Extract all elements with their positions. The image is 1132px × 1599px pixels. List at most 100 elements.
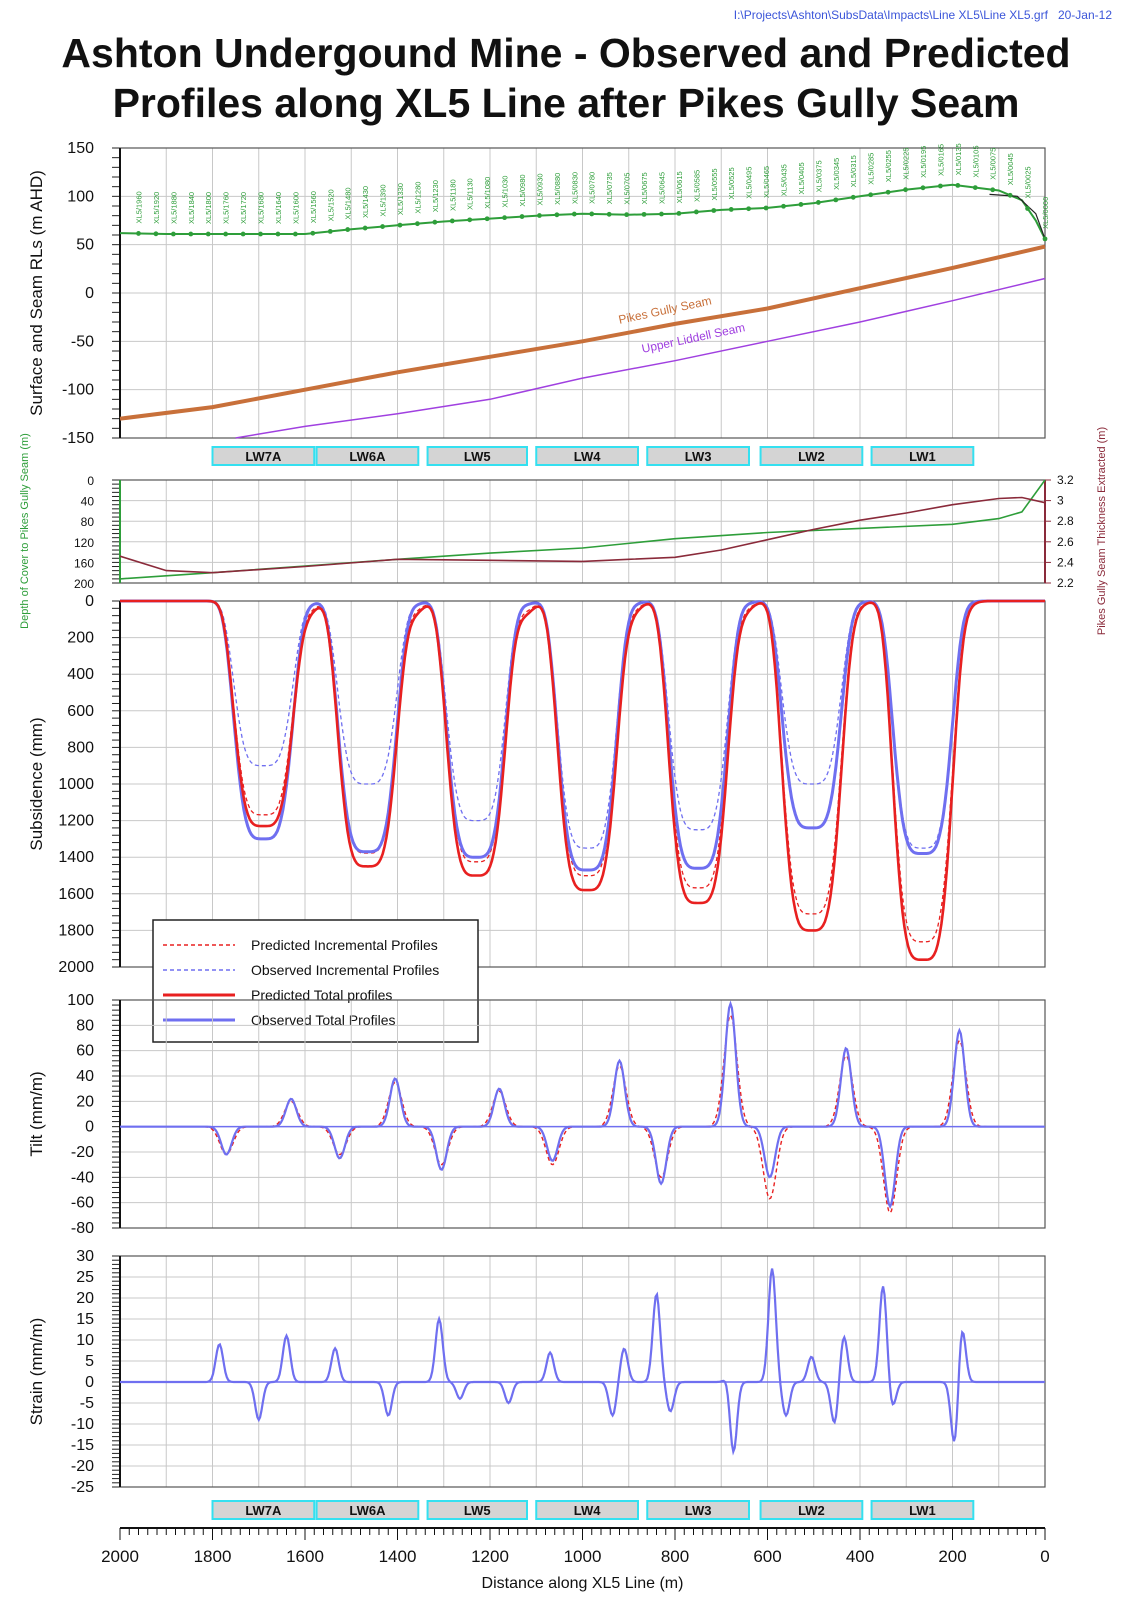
longwall-bottom-label: LW7A [245, 1503, 282, 1518]
longwall-top-label: LW1 [909, 449, 936, 464]
strain-observed [120, 1268, 1045, 1456]
longwall-top-lw7a [211, 446, 316, 466]
survey-point [345, 227, 351, 232]
survey-point-label: XL5/0285 [867, 153, 876, 185]
tilt-ytick: -80 [71, 1220, 94, 1237]
survey-point [711, 208, 717, 213]
survey-point-label: XL5/0225 [902, 148, 911, 180]
legend-entry: Observed Incremental Profiles [251, 962, 439, 978]
survey-point-label: XL5/1840 [187, 192, 196, 224]
x-tick-label: 1800 [194, 1547, 232, 1566]
survey-point [903, 187, 908, 193]
survey-point-label: XL5/1800 [204, 192, 213, 224]
survey-point [170, 231, 176, 237]
subs-ytick: 1800 [58, 922, 94, 939]
strain-ytick: -10 [71, 1416, 94, 1433]
subs-ylabel: Subsidence (mm) [27, 717, 46, 850]
survey-point [781, 203, 786, 209]
survey-point [292, 231, 298, 237]
survey-point [519, 214, 525, 219]
title-line-2: Profiles along XL5 Line after Pikes Gull… [112, 80, 1020, 126]
chart-title: Ashton Undergound Mine - Observed and Pr… [0, 28, 1132, 128]
subs-ytick: 0 [85, 593, 94, 610]
rl-ytick: 100 [67, 188, 94, 205]
subs-ytick: 1200 [58, 813, 94, 830]
rl-ytick: -50 [71, 333, 94, 350]
survey-point-label: XL5/0135 [954, 143, 963, 175]
file-path: I:\Projects\Ashton\SubsData\Impacts\Line… [733, 8, 1112, 22]
rl-ytick: 0 [85, 285, 94, 302]
series-liddell_seam [235, 277, 1046, 439]
x-tick-label: 2000 [101, 1547, 139, 1566]
x-axis-title: Distance along XL5 Line (m) [482, 1575, 684, 1592]
survey-point-label: XL5/0880 [553, 173, 562, 205]
depth-ytick-right: 2.8 [1057, 514, 1074, 528]
survey-point-label: XL5/0195 [919, 146, 928, 178]
depth-ytick: 160 [74, 556, 94, 570]
survey-point [624, 212, 630, 218]
survey-point [676, 211, 682, 216]
survey-point-label: XL5/0465 [762, 166, 771, 198]
longwall-top-lw1 [870, 446, 975, 466]
title-line-1: Ashton Undergound Mine - Observed and Pr… [61, 30, 1071, 76]
survey-point-label: XL5/0645 [657, 172, 666, 204]
survey-point [763, 205, 769, 211]
longwall-bottom-lw1 [870, 1500, 975, 1520]
survey-point [955, 183, 961, 188]
longwall-top-lw2 [759, 446, 864, 466]
strain-ytick: 30 [76, 1248, 94, 1265]
longwall-bottom-label: LW3 [685, 1503, 712, 1518]
survey-point-label: XL5/0980 [518, 174, 527, 206]
rl-ytick: -150 [62, 430, 94, 447]
x-tick-label: 200 [938, 1547, 966, 1566]
longwall-top-lw4 [535, 446, 639, 466]
legend-entry: Predicted Total profiles [251, 987, 392, 1003]
subs-ytick: 800 [67, 739, 94, 756]
tilt-ytick: -40 [71, 1169, 94, 1186]
survey-point-label: XL5/0615 [675, 171, 684, 203]
legend-entry: Predicted Incremental Profiles [251, 937, 438, 953]
survey-point [833, 197, 839, 203]
survey-point-label: XL5/0375 [814, 160, 823, 192]
longwall-bottom-label: LW2 [798, 1503, 825, 1518]
depth-ylabel: Depth of Cover to Pikes Gully Seam (m) [19, 433, 31, 629]
survey-point [223, 231, 229, 237]
x-tick-label: 1400 [379, 1547, 417, 1566]
survey-point [920, 185, 926, 191]
legend: Predicted Incremental Profiles Observed I… [152, 919, 479, 1043]
survey-point [1042, 236, 1048, 242]
tilt-ytick: 40 [76, 1068, 94, 1085]
longwall-bottom-label: LW1 [909, 1503, 936, 1518]
depth-ytick-right: 3 [1057, 494, 1064, 508]
longwall-top-label: LW5 [464, 449, 491, 464]
survey-point-label: XL5/0255 [884, 150, 893, 182]
subs-ytick: 1400 [58, 849, 94, 866]
survey-point [275, 231, 281, 237]
survey-point-label: XL5/1430 [361, 186, 370, 218]
survey-point [432, 219, 438, 225]
survey-point-label: XL5/0495 [745, 167, 754, 199]
survey-point-label: XL5/1720 [239, 192, 248, 224]
survey-point [327, 228, 333, 234]
longwall-top-label: LW7A [245, 449, 282, 464]
depth-ytick-right: 2.4 [1057, 555, 1074, 569]
legend-box [152, 919, 479, 1043]
survey-point [815, 200, 821, 205]
survey-point [606, 211, 612, 217]
strain-ytick: 0 [85, 1374, 94, 1391]
survey-point [972, 185, 978, 190]
longwall-bottom-lw5 [426, 1500, 528, 1520]
survey-point-label: XL5/0435 [780, 164, 789, 196]
survey-point [136, 231, 141, 236]
survey-point [990, 187, 996, 193]
survey-point-label: XL5/1230 [431, 180, 440, 212]
survey-point [693, 209, 699, 215]
subs-ytick: 2000 [58, 959, 94, 976]
survey-point-label: XL5/0525 [727, 167, 736, 199]
longwall-top-label: LW2 [798, 449, 825, 464]
x-tick-label: 1000 [564, 1547, 602, 1566]
survey-point [850, 194, 856, 200]
survey-point [205, 231, 211, 237]
survey-point [798, 202, 804, 207]
